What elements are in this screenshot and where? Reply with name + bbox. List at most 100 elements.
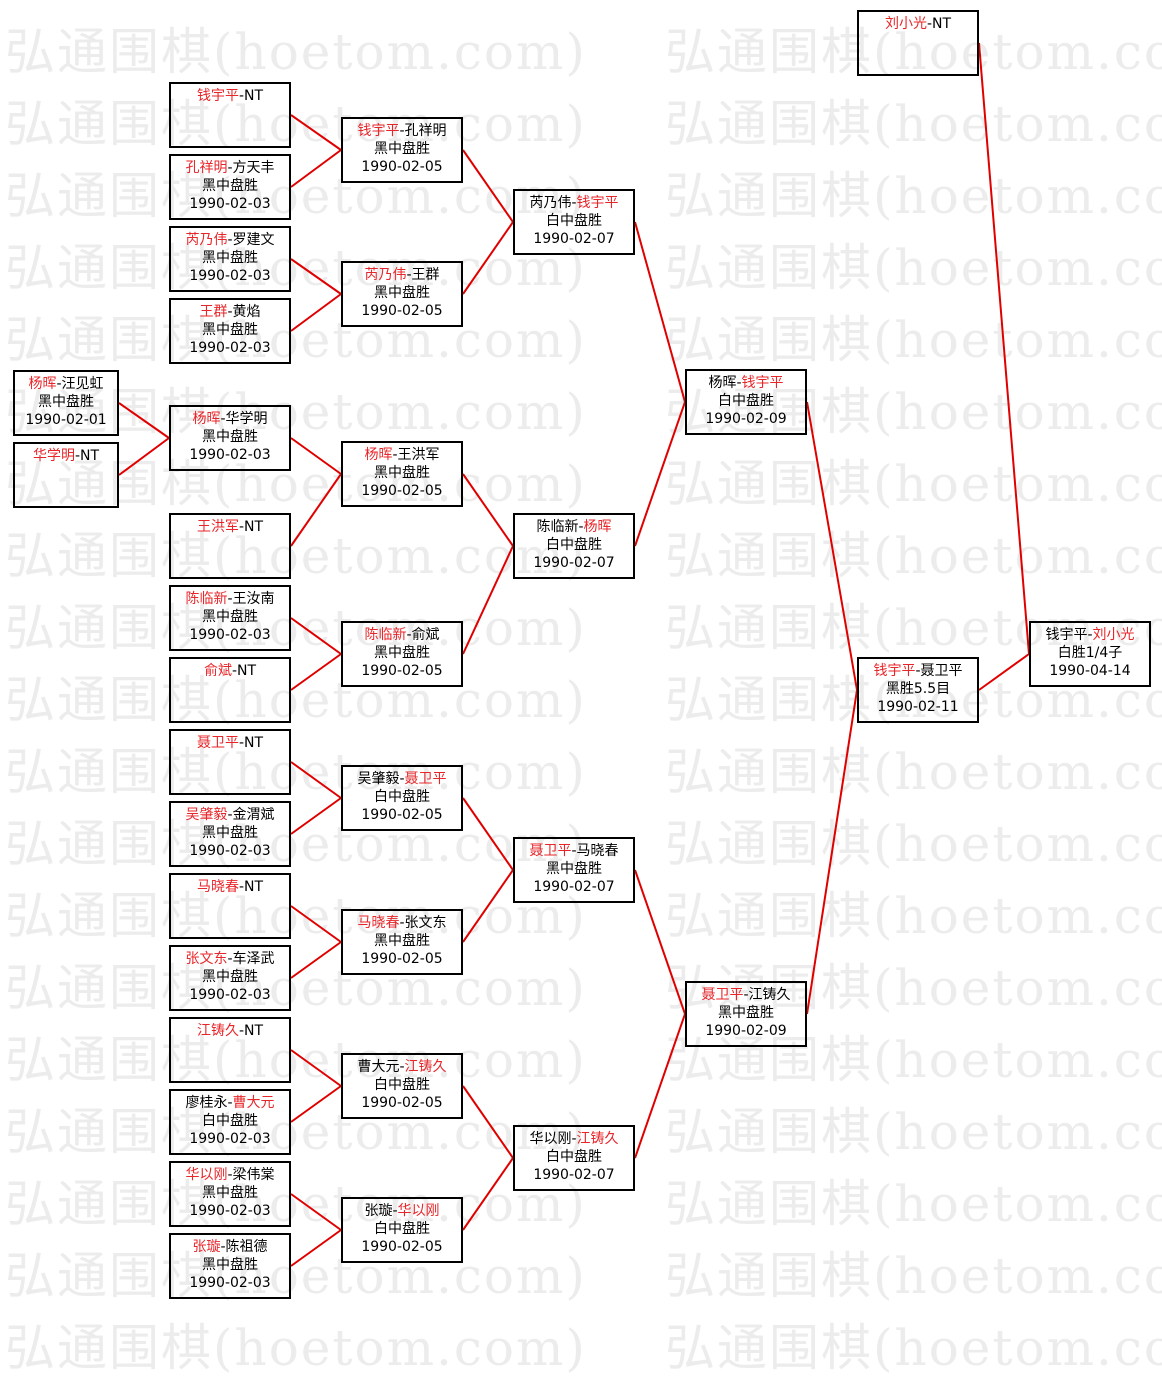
separator: - xyxy=(571,843,577,859)
match-result: 黑中盘胜 xyxy=(202,178,258,194)
player-1: 杨晖 xyxy=(28,376,57,392)
player-2: 江铸久 xyxy=(576,1131,619,1147)
bracket-connector xyxy=(634,401,686,547)
separator: - xyxy=(238,879,245,895)
match-players: 华学明-NT xyxy=(15,447,117,465)
player-2: 曹大元 xyxy=(232,1095,275,1111)
match-box[interactable]: 马晓春-张文东 黑中盘胜 1990-02-05 xyxy=(341,909,463,975)
match-box[interactable]: 华学明-NT xyxy=(13,442,119,508)
match-players: 聂卫平-NT xyxy=(171,734,289,752)
bracket-connector xyxy=(462,1085,514,1159)
match-result: 黑中盘胜 xyxy=(202,609,258,625)
match-box[interactable]: 钱宇平-聂卫平 黑胜5.5目 1990-02-11 xyxy=(857,657,979,723)
match-players: 芮乃伟-钱宇平 xyxy=(515,194,633,212)
match-box[interactable]: 聂卫平-江铸久 黑中盘胜 1990-02-09 xyxy=(685,981,807,1047)
match-box[interactable]: 杨晖-钱宇平 白中盘胜 1990-02-09 xyxy=(685,369,807,435)
match-result: 黑中盘胜 xyxy=(546,861,602,877)
match-players: 杨晖-王洪军 xyxy=(343,446,461,464)
match-players: 杨晖-华学明 xyxy=(171,410,289,428)
match-players: 聂卫平-江铸久 xyxy=(687,986,805,1004)
match-box[interactable]: 孔祥明-方天丰 黑中盘胜 1990-02-03 xyxy=(169,154,291,220)
bracket-connector xyxy=(290,1229,342,1267)
match-box[interactable]: 廖桂永-曹大元 白中盘胜 1990-02-03 xyxy=(169,1089,291,1155)
match-box[interactable]: 杨晖-王洪军 黑中盘胜 1990-02-05 xyxy=(341,441,463,507)
bracket-lines xyxy=(118,42,1030,1267)
bracket-connector xyxy=(978,653,1030,691)
player-1: 钱宇平 xyxy=(1045,627,1088,643)
player-2: 钱宇平 xyxy=(741,375,784,391)
match-box[interactable]: 马晓春-NT xyxy=(169,873,291,939)
match-box[interactable]: 吴肇毅-聂卫平 白中盘胜 1990-02-05 xyxy=(341,765,463,831)
player-2: 黄焰 xyxy=(232,304,261,320)
player-2: NT xyxy=(244,1023,264,1039)
match-box[interactable]: 陈临新-王汝南 黑中盘胜 1990-02-03 xyxy=(169,585,291,651)
match-box[interactable]: 张璇-陈祖德 黑中盘胜 1990-02-03 xyxy=(169,1233,291,1299)
match-box[interactable]: 钱宇平-NT xyxy=(169,82,291,148)
player-1: 陈临新 xyxy=(536,519,579,535)
match-box[interactable]: 杨晖-汪见虹 黑中盘胜 1990-02-01 xyxy=(13,370,119,436)
match-box[interactable]: 吴肇毅-金渭斌 黑中盘胜 1990-02-03 xyxy=(169,801,291,867)
player-2: 杨晖 xyxy=(583,519,612,535)
match-date: 1990-02-03 xyxy=(189,340,271,356)
match-box[interactable]: 芮乃伟-钱宇平 白中盘胜 1990-02-07 xyxy=(513,189,635,255)
match-players: 杨晖-钱宇平 xyxy=(687,374,805,392)
bracket-connector xyxy=(290,437,342,475)
match-result: 白胜1/4子 xyxy=(1057,645,1123,661)
match-box[interactable]: 江铸久-NT xyxy=(169,1017,291,1083)
match-box[interactable]: 钱宇平-刘小光 白胜1/4子 1990-04-14 xyxy=(1029,621,1151,687)
bracket-connector xyxy=(978,42,1030,655)
separator: - xyxy=(74,448,81,464)
separator: - xyxy=(571,1131,577,1147)
match-box[interactable]: 聂卫平-马晓春 黑中盘胜 1990-02-07 xyxy=(513,837,635,903)
match-box[interactable]: 陈临新-杨晖 白中盘胜 1990-02-07 xyxy=(513,513,635,579)
match-players: 吴肇毅-金渭斌 xyxy=(171,806,289,824)
match-box[interactable]: 俞斌-NT xyxy=(169,657,291,723)
match-result: 黑中盘胜 xyxy=(374,285,430,301)
player-1: 钱宇平 xyxy=(873,663,916,679)
match-date: 1990-02-05 xyxy=(361,159,443,175)
match-date: 1990-02-03 xyxy=(189,196,271,212)
match-players: 孔祥明-方天丰 xyxy=(171,159,289,177)
separator: - xyxy=(56,376,62,392)
bracket-connector xyxy=(290,905,342,943)
match-box[interactable]: 王群-黄焰 黑中盘胜 1990-02-03 xyxy=(169,298,291,364)
match-date: 1990-02-05 xyxy=(361,951,443,967)
match-date: 1990-02-05 xyxy=(361,807,443,823)
match-box[interactable]: 杨晖-华学明 黑中盘胜 1990-02-03 xyxy=(169,405,291,471)
player-1: 张璇 xyxy=(192,1239,221,1255)
player-2: 罗建文 xyxy=(232,232,275,248)
match-date: 1990-02-05 xyxy=(361,1239,443,1255)
bracket-connector xyxy=(290,1085,342,1123)
match-box[interactable]: 曹大元-江铸久 白中盘胜 1990-02-05 xyxy=(341,1053,463,1119)
bracket-connector xyxy=(290,941,342,979)
player-1: 芮乃伟 xyxy=(529,195,572,211)
match-date: 1990-02-03 xyxy=(189,843,271,859)
match-box[interactable]: 王洪军-NT xyxy=(169,513,291,579)
player-1: 聂卫平 xyxy=(529,843,572,859)
player-2: 俞斌 xyxy=(411,627,440,643)
match-box[interactable]: 刘小光-NT xyxy=(857,10,979,76)
bracket-connector xyxy=(290,293,342,332)
player-1: 聂卫平 xyxy=(196,735,239,751)
match-box[interactable]: 陈临新-俞斌 黑中盘胜 1990-02-05 xyxy=(341,621,463,687)
match-box[interactable]: 聂卫平-NT xyxy=(169,729,291,795)
player-2: 孔祥明 xyxy=(404,123,447,139)
separator: - xyxy=(238,88,245,104)
match-box[interactable]: 芮乃伟-罗建文 黑中盘胜 1990-02-03 xyxy=(169,226,291,292)
bracket-connector xyxy=(462,545,514,655)
separator: - xyxy=(227,591,233,607)
separator: - xyxy=(1087,627,1093,643)
match-box[interactable]: 钱宇平-孔祥明 黑中盘胜 1990-02-05 xyxy=(341,117,463,183)
match-box[interactable]: 华以刚-梁伟棠 黑中盘胜 1990-02-03 xyxy=(169,1161,291,1227)
separator: - xyxy=(915,663,921,679)
match-players: 芮乃伟-罗建文 xyxy=(171,231,289,249)
match-players: 陈临新-俞斌 xyxy=(343,626,461,644)
player-2: 聂卫平 xyxy=(404,771,447,787)
match-box[interactable]: 张文东-车泽武 黑中盘胜 1990-02-03 xyxy=(169,945,291,1011)
player-2: 马晓春 xyxy=(576,843,619,859)
match-box[interactable]: 芮乃伟-王群 黑中盘胜 1990-02-05 xyxy=(341,261,463,327)
match-date: 1990-02-07 xyxy=(533,555,615,571)
match-date: 1990-02-03 xyxy=(189,1203,271,1219)
match-box[interactable]: 张璇-华以刚 白中盘胜 1990-02-05 xyxy=(341,1197,463,1263)
match-box[interactable]: 华以刚-江铸久 白中盘胜 1990-02-07 xyxy=(513,1125,635,1191)
